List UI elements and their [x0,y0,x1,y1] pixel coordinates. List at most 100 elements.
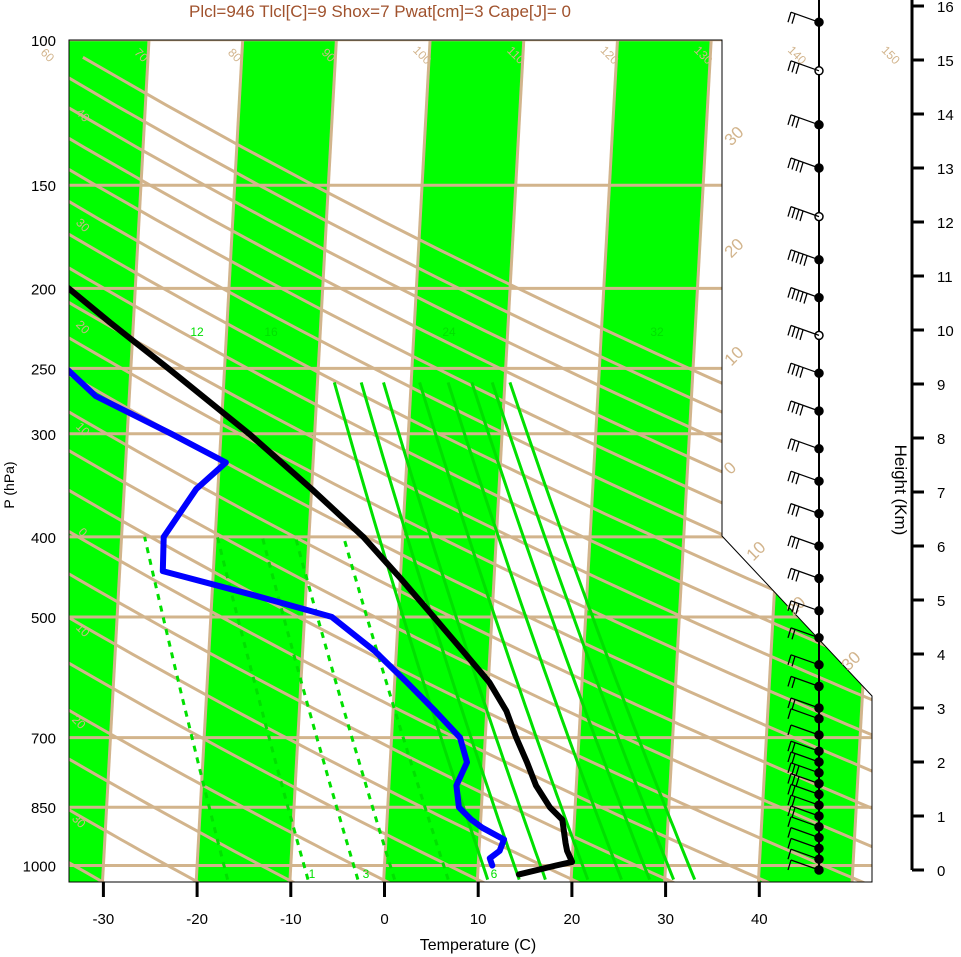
p-tick-label: 700 [31,731,56,748]
wind-barb-feather [787,849,792,860]
wind-barb-feather [787,12,792,23]
height-tick-label: 13 [937,161,954,178]
isotherm-line [475,40,527,882]
dry-adiabat [69,56,872,882]
temperature-profile [69,40,576,878]
height-tick-label: 6 [937,539,945,556]
wind-barb-staff [790,805,820,817]
dry-adiabat [69,56,486,882]
wind-barb-feather [787,206,792,217]
dry-adiabat [69,56,581,882]
wind-barb-staff [790,627,820,639]
dry-adiabat [69,56,676,882]
plot-frame [68,39,873,883]
height-tick-label: 1 [937,809,945,826]
wind-barb-feather [795,160,800,172]
wind-barb-feather [787,816,792,827]
wind-barb-feather [791,807,796,818]
wind-barb-feather [795,328,800,339]
wind-barb-feather [799,367,804,378]
dry-adiabat [69,56,872,882]
p-tick-label: 1000 [23,859,56,876]
wind-barb-feather [791,288,796,300]
wind-barb-feather [795,366,800,377]
wind-barb-feather [795,63,800,74]
wind-barb-feather [791,440,796,451]
wind-barb-staff [790,859,820,871]
height-tick-label: 9 [937,377,945,394]
isotherm-label: 30 [721,123,748,150]
height-tick-label: 14 [937,107,954,124]
wind-barb-feather [791,753,796,764]
wind-barb-feather [791,402,796,413]
wind-barb-feather [799,254,804,265]
height-tick-label: 0 [937,863,945,880]
dry-adiabat [69,56,872,882]
isotherm-line [100,40,152,882]
wind-barb-feather [787,287,792,298]
p-tick-label: 850 [31,800,56,817]
mixing-ratio-label: 12 [190,325,204,339]
wind-barb-feather [787,741,792,752]
wind-barb-staff [790,157,820,169]
wind-barb-staff [790,837,820,850]
wind-barb-feather [791,207,796,219]
wind-barb-staff [790,724,820,736]
wind-barb-feather [791,116,796,127]
height-tick-label: 2 [937,755,945,772]
mixing-ratio-line [418,381,590,881]
wind-barb-feather [791,62,796,73]
wind-barb-feather [787,827,792,838]
height-tick-label: 11 [937,269,953,286]
wind-barb-feather [795,538,800,550]
wind-barb-staff [790,826,820,839]
wind-barb-feather [791,699,796,710]
x-tick-label: 10 [470,911,487,928]
mixing-ratio-line [446,381,623,881]
height-tick-label: 5 [937,593,945,610]
isotherm-label: 10 [721,343,748,370]
wind-barb-feather [799,162,804,173]
wind-barb-feather [803,293,808,304]
x-tick-label: 0 [380,911,388,928]
p-tick-label: 400 [31,530,56,547]
mixing-ratio-label: 1 [309,867,316,881]
wind-barb-staff [790,60,820,72]
wind-barb-feather [791,785,796,797]
wind-barb-staff [790,708,820,720]
wind-barb-feather [791,251,796,262]
p-tick-label: 300 [31,427,56,444]
wind-barb-feather [795,474,800,485]
x-tick-label: -20 [186,911,208,928]
height-tick-label: 10 [937,323,954,340]
wind-barb-feather [787,249,792,260]
wind-barb-feather [791,764,796,775]
x-tick-label: 40 [751,911,768,928]
wind-barb-staff [790,794,820,806]
wind-barb-feather [787,773,792,784]
wind-barb-staff [790,438,820,450]
wind-barb-feather [787,795,792,806]
wind-barb-staff [790,567,820,580]
wind-barb-feather [791,629,796,640]
wind-barb-staff [790,400,820,412]
x-axis-label: Temperature (C) [420,937,536,954]
p-tick-label: 500 [31,610,56,627]
wind-barb-feather [791,13,796,24]
mixing-ratio-label: 24 [442,325,456,339]
wind-barb-feather [787,60,792,71]
isotherm-line [946,21,961,886]
chart-title: Plcl=946 Tlcl[C]=9 Shox=7 Pwat[cm]=3 Cap… [189,2,571,21]
mixing-ratio-line [359,381,521,881]
wind-barb-feather [787,627,792,638]
wind-barb-staff [790,697,820,709]
wind-barb-feather [791,774,796,786]
wind-barb-staff [790,11,820,23]
wind-barb-feather [787,697,792,709]
wind-barb-staff [790,740,820,752]
wind-barb-feather [787,325,792,336]
wind-barb-feather [795,117,800,128]
mixing-ratio-label: 3 [363,867,370,881]
mixing-ratio-line [382,381,547,881]
